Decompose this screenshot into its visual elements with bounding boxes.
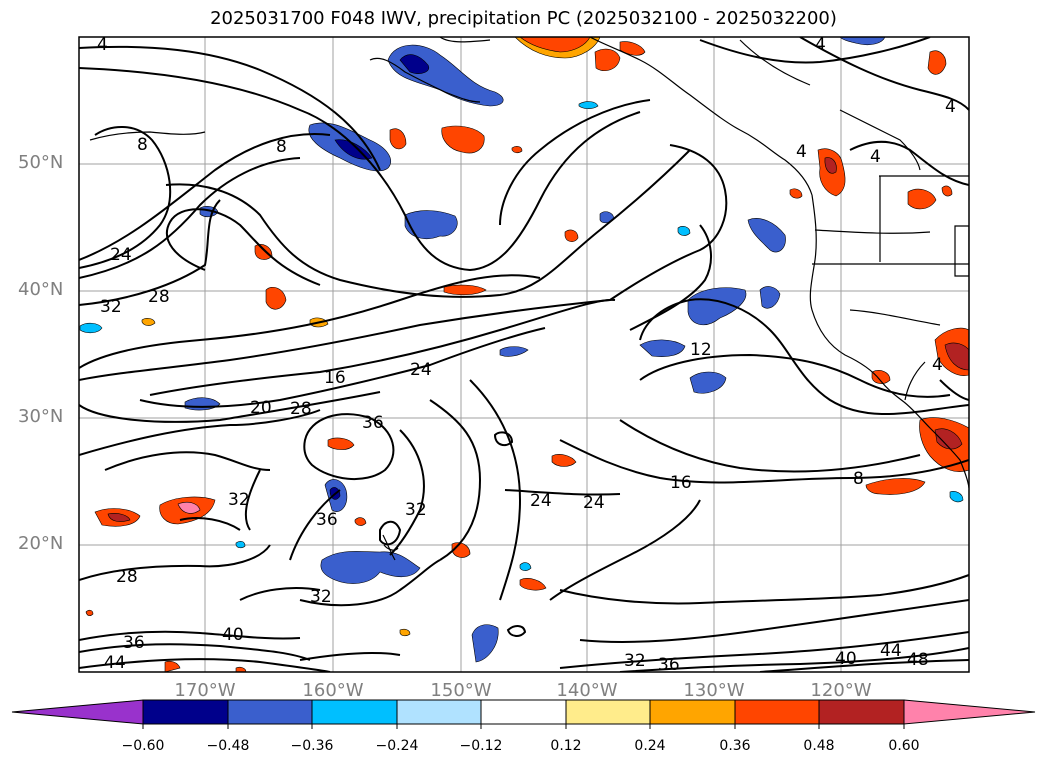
lon-label-150w: 150°W	[430, 680, 492, 701]
colorbar-swatch	[142, 699, 229, 725]
colorbar-swatch	[818, 699, 905, 725]
colorbar-tick-label: −0.48	[206, 738, 250, 754]
contour-label: 16	[324, 368, 346, 388]
colorbar-swatch	[311, 699, 398, 725]
contour-label: 4	[97, 35, 108, 55]
graticule-grid	[79, 37, 969, 672]
colorbar-tick-label: −0.60	[121, 738, 165, 754]
contour-label: 4	[945, 97, 956, 117]
contour-label: 24	[583, 493, 605, 513]
contour-label: 24	[410, 360, 432, 380]
contour-label: 12	[690, 340, 712, 360]
contour-label: 40	[835, 649, 857, 669]
contour-label: 4	[815, 35, 826, 55]
map-title: 2025031700 F048 IWV, precipitation PC (2…	[210, 8, 837, 29]
colorbar-tick-label: 0.12	[550, 738, 582, 754]
contour-label: 36	[362, 413, 384, 433]
lat-label-20n: 20°N	[18, 533, 64, 554]
contour-label: 48	[907, 650, 929, 670]
colorbar-extend-high	[903, 699, 1036, 725]
contour-label: 44	[104, 653, 126, 673]
colorbar-swatch	[396, 699, 482, 725]
colorbar-tick-label: 0.24	[634, 738, 666, 754]
contour-label: 24	[110, 245, 132, 265]
coastlines	[89, 37, 969, 561]
contour-label-group: 4 8 24 32 28 8 16 24 20 28 36 12 4 4 4 4…	[97, 35, 956, 675]
contour-label: 20	[250, 398, 272, 418]
colorbar-tick-label: −0.12	[459, 738, 503, 754]
contour-label: 4	[796, 142, 807, 162]
contour-label: 8	[853, 469, 864, 489]
contour-label: 36	[658, 655, 680, 675]
colorbar-swatch	[480, 699, 567, 725]
colorbar-swatch	[565, 699, 651, 725]
lon-label-120w: 120°W	[810, 680, 872, 701]
lon-label-140w: 140°W	[556, 680, 618, 701]
contour-label: 4	[932, 355, 943, 375]
precip-positive-shading	[85, 37, 969, 672]
contour-label: 32	[624, 651, 646, 671]
contour-label: 40	[222, 625, 244, 645]
colorbar-tick-label: 0.36	[719, 738, 751, 754]
contour-label: 36	[316, 510, 338, 530]
lon-label-160w: 160°W	[302, 680, 364, 701]
contour-label: 8	[276, 137, 287, 157]
colorbar-extend-low	[11, 699, 144, 725]
lat-label-30n: 30°N	[18, 406, 64, 427]
contour-label: 16	[670, 473, 692, 493]
contour-label: 32	[310, 587, 332, 607]
contour-label: 28	[290, 399, 312, 419]
iwv-contour-lines	[79, 37, 969, 672]
contour-label: 32	[100, 297, 122, 317]
colorbar-swatch	[227, 699, 313, 725]
colorbar-swatch	[649, 699, 736, 725]
contour-label: 4	[870, 147, 881, 167]
lat-label-50n: 50°N	[18, 152, 64, 173]
colorbar-tick-label: 0.60	[888, 738, 920, 754]
lat-label-40n: 40°N	[18, 279, 64, 300]
colorbar-tick-label: 0.48	[803, 738, 835, 754]
colorbar-swatch	[734, 699, 820, 725]
lon-label-170w: 170°W	[174, 680, 236, 701]
contour-label: 32	[228, 490, 250, 510]
contour-label: 24	[530, 491, 552, 511]
map-frame	[78, 36, 970, 673]
lon-label-130w: 130°W	[683, 680, 745, 701]
contour-label: 36	[123, 633, 145, 653]
colorbar-tick-label: −0.36	[290, 738, 334, 754]
map-background	[79, 37, 969, 672]
contour-label: 32	[405, 500, 427, 520]
contour-label: 28	[116, 567, 138, 587]
colorbar	[11, 699, 1036, 729]
contour-label: 28	[148, 287, 170, 307]
contour-label: 44	[880, 641, 902, 661]
contour-label: 8	[137, 135, 148, 155]
colorbar-tick-label: −0.24	[375, 738, 419, 754]
